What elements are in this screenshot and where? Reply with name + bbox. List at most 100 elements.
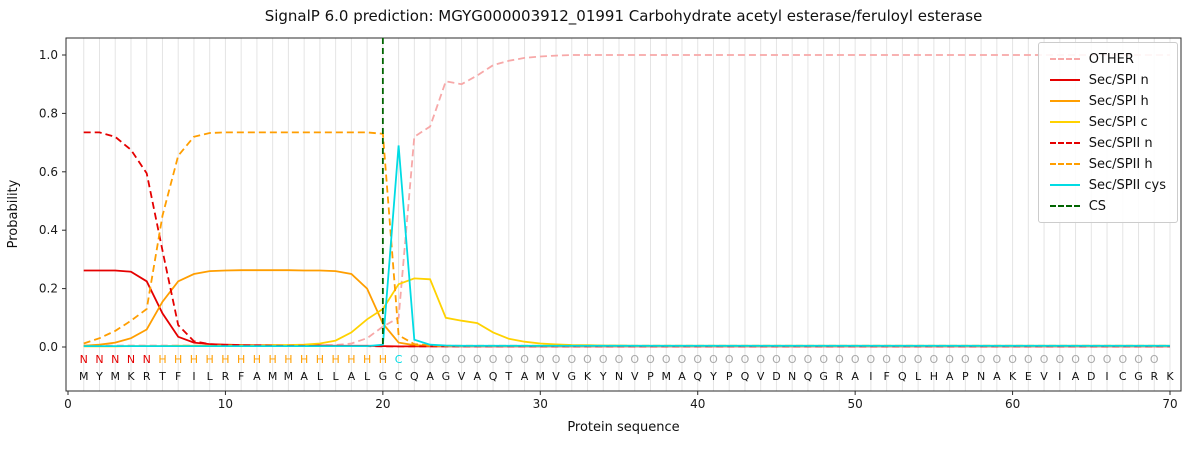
legend-line-sample <box>1049 58 1080 60</box>
sequence-letter: V <box>631 370 639 383</box>
sequence-letter: C <box>1119 370 1127 383</box>
sequence-letter: N <box>788 370 796 383</box>
legend-item-label: Sec/SPII h <box>1088 156 1153 172</box>
sequence-letter: R <box>143 370 151 383</box>
x-tick-label: 50 <box>848 397 863 411</box>
legend-line-sample <box>1049 79 1080 81</box>
sequence-letter: P <box>962 370 969 383</box>
annotation-letter: O <box>693 353 702 366</box>
sequence-letter: A <box>300 370 308 383</box>
sequence-letter: A <box>426 370 434 383</box>
sequence-letter: N <box>615 370 623 383</box>
annotation-letter: O <box>930 353 939 366</box>
annotation-letter: O <box>441 353 450 366</box>
legend-line-sample <box>1049 142 1080 144</box>
sequence-letter: A <box>678 370 686 383</box>
sequence-letter: N <box>977 370 985 383</box>
sequence-letter: L <box>333 370 340 383</box>
legend: OTHER Sec/SPI n Sec/SPI h Sec/SPI c Sec/SPII… <box>1037 42 1178 223</box>
sequence-letter: Y <box>709 370 717 383</box>
annotation-letter: O <box>945 353 954 366</box>
sequence-letter: K <box>1009 370 1017 383</box>
legend-item-sec-spi-c: Sec/SPI c <box>1049 114 1166 130</box>
sequence-letter: F <box>175 370 181 383</box>
annotation-letter: O <box>756 353 765 366</box>
annotation-letter: O <box>552 353 561 366</box>
annotation-letter: N <box>80 353 88 366</box>
annotation-letter: H <box>158 353 166 366</box>
annotation-letter: H <box>174 353 182 366</box>
legend-line-sample <box>1049 184 1080 186</box>
annotation-letter: O <box>520 353 529 366</box>
y-tick-label: 0.0 <box>39 340 58 354</box>
sequence-letter: L <box>207 370 214 383</box>
x-tick-label: 10 <box>218 397 233 411</box>
annotation-letter: O <box>536 353 545 366</box>
annotation-letter: O <box>410 353 419 366</box>
sequence-letter: D <box>772 370 780 383</box>
annotation-letter: H <box>363 353 371 366</box>
legend-item-sec-spii-h: Sec/SPII h <box>1049 156 1166 172</box>
sequence-letter: K <box>127 370 135 383</box>
annotation-letter: H <box>347 353 355 366</box>
sequence-letter: M <box>536 370 546 383</box>
sequence-letter: Q <box>410 370 419 383</box>
legend-item-other: OTHER <box>1049 51 1166 67</box>
annotation-letter: O <box>1134 353 1143 366</box>
sequence-letter: G <box>379 370 388 383</box>
x-tick-label: 40 <box>690 397 705 411</box>
sequence-letter: M <box>284 370 294 383</box>
sequence-letter: M <box>268 370 278 383</box>
series-sec-spi-n <box>83 269 1170 348</box>
series-sec-spii-cys <box>83 145 1170 347</box>
sequence-letter: A <box>946 370 954 383</box>
legend-item-cs: CS <box>1049 198 1166 214</box>
annotation-letter: H <box>221 353 229 366</box>
y-tick-label: 0.2 <box>39 282 58 296</box>
sequence-letter: L <box>317 370 324 383</box>
annotation-letter: O <box>1118 353 1127 366</box>
annotation-letter: O <box>1040 353 1049 366</box>
annotation-letter: H <box>284 353 292 366</box>
sequence-letter: R <box>222 370 230 383</box>
annotation-letter: O <box>977 353 986 366</box>
sequence-letter: G <box>568 370 577 383</box>
annotation-letter: O <box>993 353 1002 366</box>
annotation-letter: O <box>678 353 687 366</box>
series-sec-spii-n <box>83 131 1170 348</box>
sequence-letter: Y <box>95 370 103 383</box>
x-tick-label: 20 <box>375 397 390 411</box>
sequence-letter: A <box>993 370 1001 383</box>
sequence-letter: M <box>79 370 89 383</box>
annotation-letter: N <box>111 353 119 366</box>
sequence-letter: I <box>192 370 195 383</box>
sequence-letter: A <box>1072 370 1080 383</box>
sequence-letter: H <box>930 370 938 383</box>
legend-item-sec-spi-n: Sec/SPI n <box>1049 72 1166 88</box>
legend-item-label: Sec/SPII cys <box>1088 177 1166 193</box>
legend-item-sec-spii-n: Sec/SPII n <box>1049 135 1166 151</box>
annotation-letter: O <box>504 353 513 366</box>
sequence-letter: Q <box>741 370 750 383</box>
annotation-letter: H <box>253 353 261 366</box>
sequence-letter: L <box>364 370 371 383</box>
sequence-letter: Q <box>804 370 813 383</box>
annotation-letter: H <box>237 353 245 366</box>
legend-item-label: Sec/SPI h <box>1088 93 1149 109</box>
sequence-letter: G <box>819 370 828 383</box>
sequence-letter: P <box>647 370 654 383</box>
legend-line-sample <box>1049 121 1080 123</box>
sequence-letter: A <box>253 370 261 383</box>
legend-item-sec-spii-cys: Sec/SPII cys <box>1049 177 1166 193</box>
sequence-letter: A <box>474 370 482 383</box>
x-tick-label: 30 <box>533 397 548 411</box>
x-axis-label: Protein sequence <box>567 420 680 435</box>
x-tick-label: 70 <box>1162 397 1177 411</box>
legend-item-label: OTHER <box>1088 51 1134 67</box>
x-tick-label: 0 <box>64 397 72 411</box>
sequence-letter: V <box>552 370 560 383</box>
annotation-letter: N <box>127 353 135 366</box>
annotation-letter: O <box>489 353 498 366</box>
sequence-letter: A <box>851 370 859 383</box>
